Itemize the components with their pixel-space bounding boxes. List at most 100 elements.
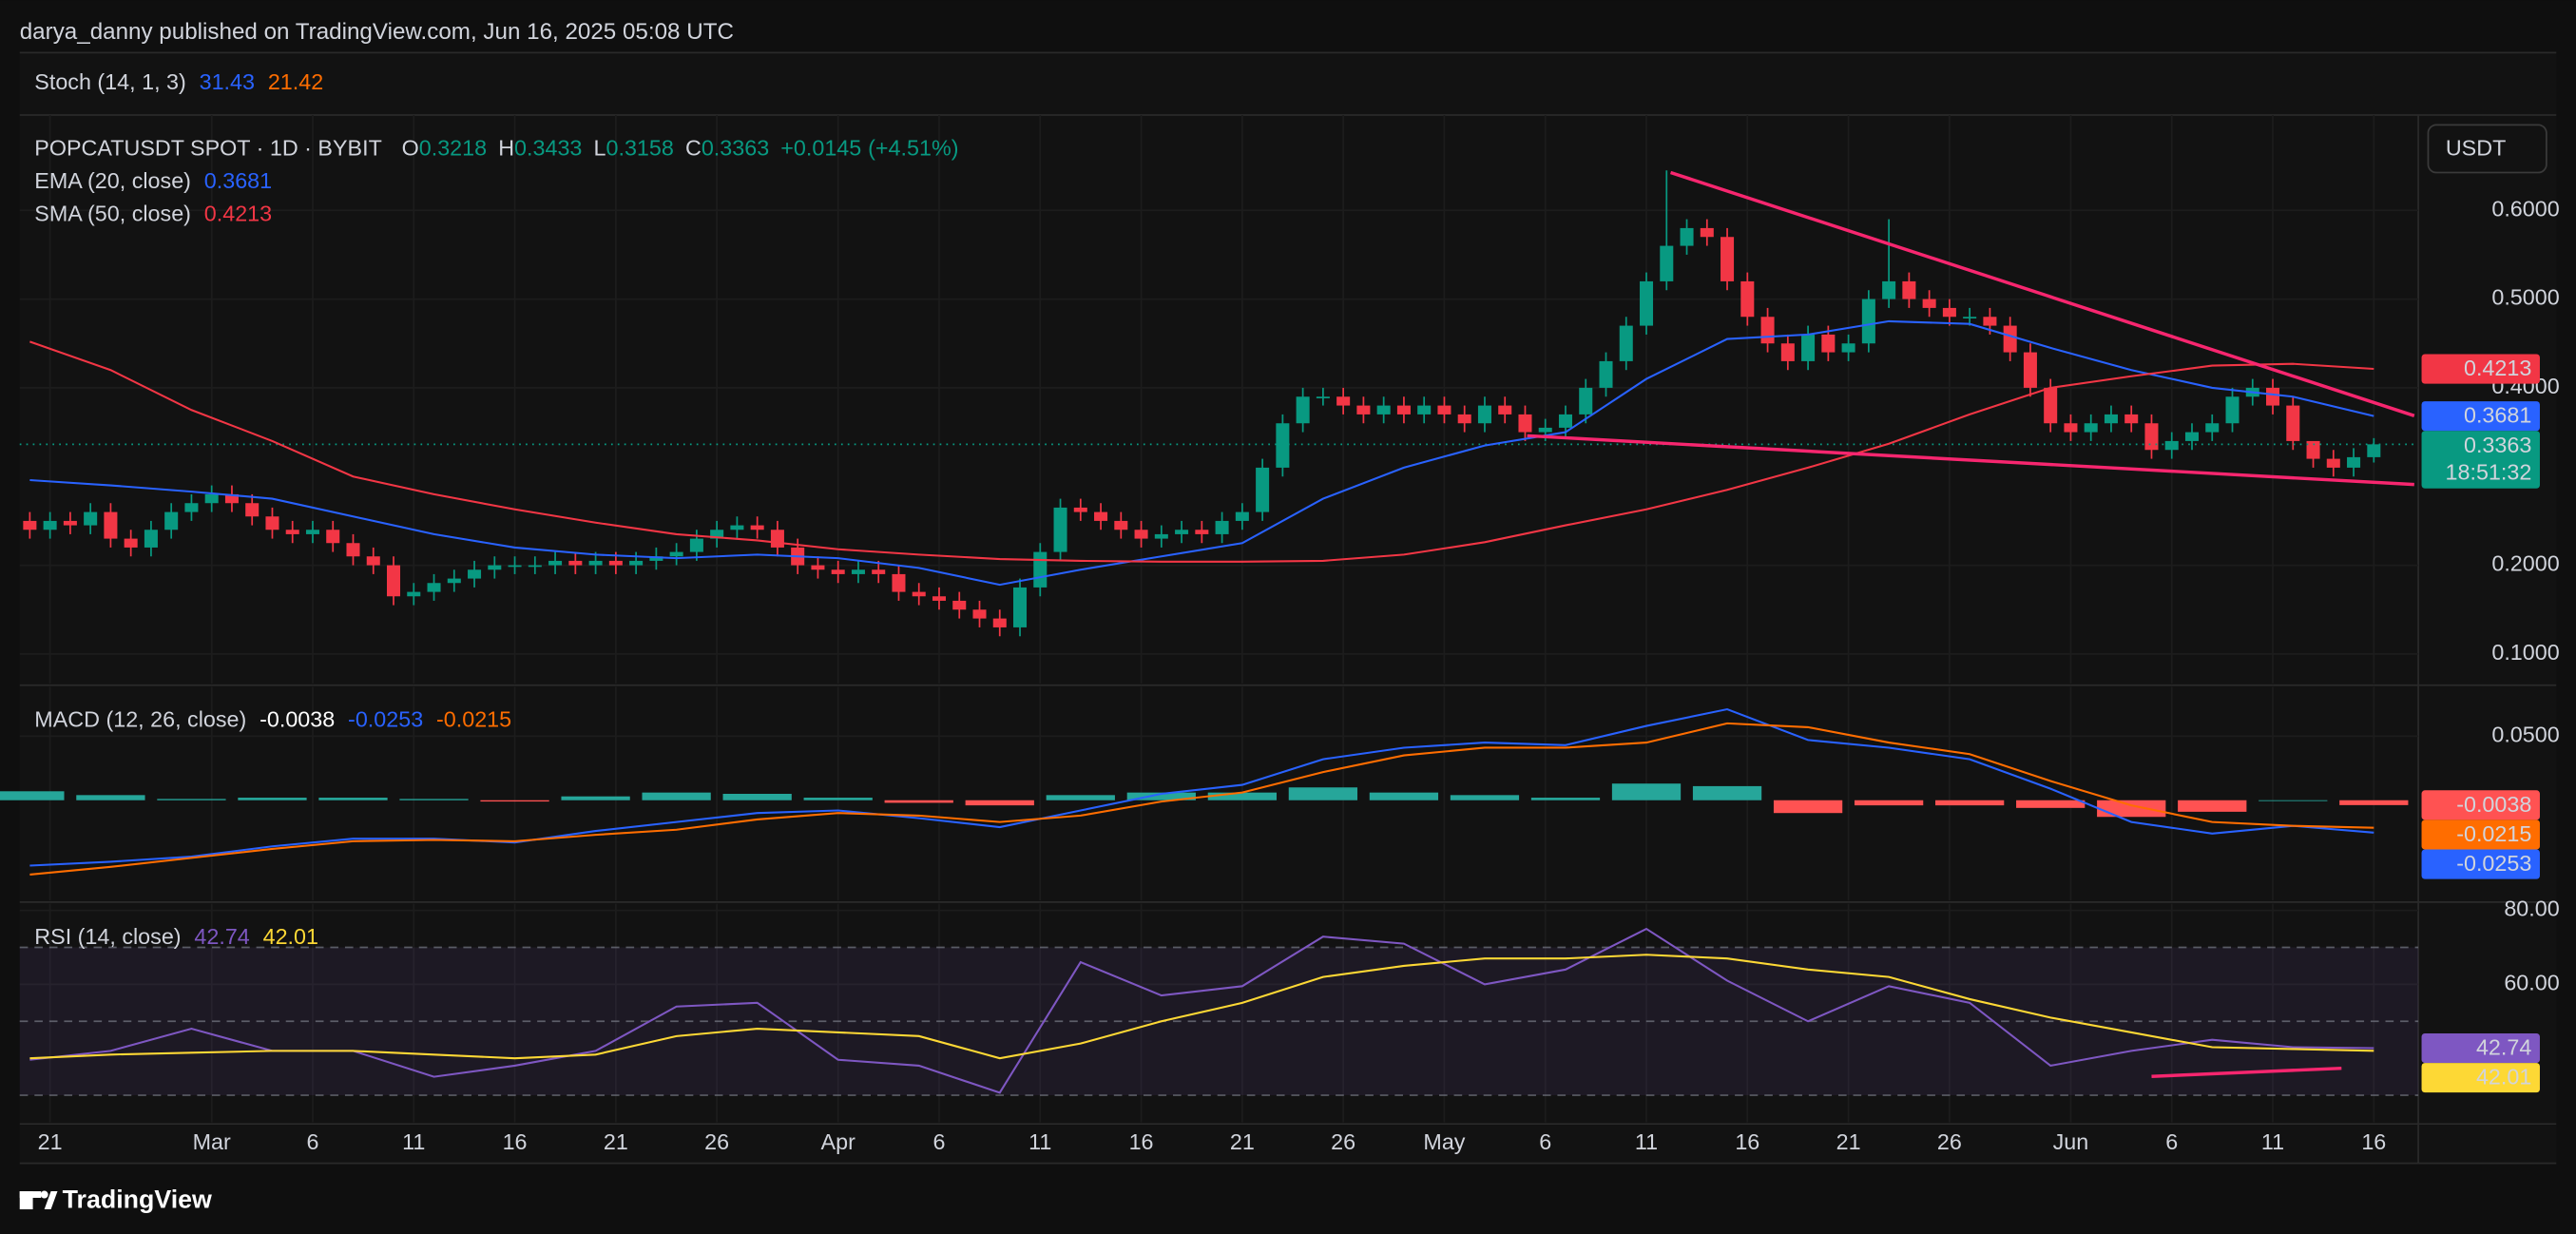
y-tick-label: 80.00 xyxy=(2504,897,2559,921)
candle-body xyxy=(2144,423,2159,451)
candle-body xyxy=(1640,280,1654,326)
legend-title: POPCATUSDT SPOT · 1D · BYBIT xyxy=(34,135,382,160)
candle-body xyxy=(528,565,542,568)
legend-value: -0.0253 xyxy=(348,707,423,732)
price-tag xyxy=(2421,401,2540,432)
currency-button[interactable] xyxy=(2427,124,2547,174)
candle-body xyxy=(1356,405,1371,415)
ohlc-value: 0.3158 xyxy=(606,135,673,160)
candle-body xyxy=(305,530,319,534)
x-tick-label: 26 xyxy=(1331,1129,1355,1154)
price-tag xyxy=(2421,431,2540,489)
candle-body xyxy=(730,525,744,530)
candle-body xyxy=(1619,325,1633,361)
logo-glyph xyxy=(19,1191,42,1198)
legend-value: -0.0215 xyxy=(436,707,511,732)
candle-body xyxy=(992,618,1007,627)
candle-body xyxy=(1336,396,1351,406)
candle-body xyxy=(1922,299,1936,308)
candle-body xyxy=(164,511,179,530)
candle-body xyxy=(1861,299,1875,344)
candle-body xyxy=(407,591,421,597)
x-tick-label: 11 xyxy=(2261,1129,2284,1154)
histogram-bar xyxy=(1288,787,1358,800)
candle-body xyxy=(63,520,77,526)
legend-value: 42.74 xyxy=(194,924,249,949)
price-tag xyxy=(2421,790,2540,820)
x-tick-label: 11 xyxy=(1028,1129,1051,1154)
candle-body xyxy=(1396,405,1411,415)
candle-body xyxy=(1073,507,1087,512)
histogram-bar xyxy=(2097,800,2166,818)
ohlc-value: 0.3363 xyxy=(702,135,769,160)
candle-body xyxy=(710,530,724,539)
x-tick-label: 6 xyxy=(2165,1129,2178,1154)
stoch-d: 21.42 xyxy=(268,69,323,94)
candle-body xyxy=(1235,511,1249,521)
stoch-legend: Stoch (14, 1, 3) 31.43 21.42 xyxy=(34,69,323,94)
series-line xyxy=(29,319,2374,587)
histogram-bar xyxy=(2178,800,2247,812)
ohlc-label: L xyxy=(594,135,606,160)
legend-title: MACD (12, 26, close) xyxy=(34,707,246,732)
candle-body xyxy=(568,560,583,566)
candle-body xyxy=(2266,387,2280,406)
candle-body xyxy=(184,503,199,512)
y-tick-label: 0.5000 xyxy=(2491,285,2559,310)
candle-body xyxy=(1660,245,1674,281)
histogram-bar xyxy=(722,793,792,800)
candle-body xyxy=(2306,440,2320,459)
x-tick-label: 26 xyxy=(1937,1129,1962,1154)
price-tag xyxy=(2421,819,2540,850)
price-tag xyxy=(2421,1063,2540,1093)
candle-body xyxy=(1215,520,1229,534)
candle-body xyxy=(346,543,360,557)
candle-body xyxy=(851,569,865,574)
candle-body xyxy=(1376,405,1391,415)
ohlc-label: H xyxy=(498,135,514,160)
x-tick-label: Jun xyxy=(2053,1129,2089,1154)
candle-body xyxy=(2205,423,2220,433)
series-line xyxy=(29,707,2374,867)
legend-value: -0.0038 xyxy=(260,707,335,732)
trendline xyxy=(1527,434,2414,487)
candle-body xyxy=(912,591,926,597)
x-tick-label: 6 xyxy=(1539,1129,1551,1154)
series-line xyxy=(29,954,2374,1060)
candle-body xyxy=(1457,414,1471,424)
x-tick-label: Mar xyxy=(193,1129,231,1154)
candle-body xyxy=(508,565,522,568)
ohlc-label: O xyxy=(402,135,419,160)
x-tick-label: 21 xyxy=(1230,1129,1255,1154)
currency-label[interactable]: USDT xyxy=(2446,135,2507,160)
x-tick-label: Apr xyxy=(821,1129,856,1154)
candle-body xyxy=(468,569,482,579)
candle-body xyxy=(750,525,764,530)
candle-body xyxy=(1033,551,1048,588)
price-tag-label: 0.3363 xyxy=(2464,433,2531,457)
histogram-bar xyxy=(1935,800,2005,806)
price-tag-label: 0.3681 xyxy=(2464,403,2531,428)
candle-body xyxy=(811,565,825,570)
x-tick-label: 16 xyxy=(1129,1129,1154,1154)
panel xyxy=(19,114,2419,684)
legend: EMA (20, close) 0.3681 xyxy=(34,168,272,193)
series-line xyxy=(29,340,2374,563)
candle-body xyxy=(1902,280,1916,299)
candle-body xyxy=(1558,414,1573,428)
x-tick-label: 16 xyxy=(503,1129,528,1154)
y-tick-label: 60.00 xyxy=(2504,971,2559,995)
candle-body xyxy=(1579,387,1593,415)
candle-body xyxy=(1498,405,1512,415)
candle-body xyxy=(2347,456,2361,468)
tradingview-logo xyxy=(19,1190,58,1210)
histogram-bar xyxy=(76,795,145,800)
candle-body xyxy=(1538,427,1552,433)
candle-body xyxy=(1821,334,1836,353)
histogram-bar xyxy=(480,800,549,802)
y-tick-label: 0.6000 xyxy=(2491,196,2559,221)
candle-body xyxy=(2184,432,2200,441)
candle-body xyxy=(2124,414,2139,424)
candle-body xyxy=(2044,387,2058,424)
x-tick-label: 21 xyxy=(1836,1129,1861,1154)
